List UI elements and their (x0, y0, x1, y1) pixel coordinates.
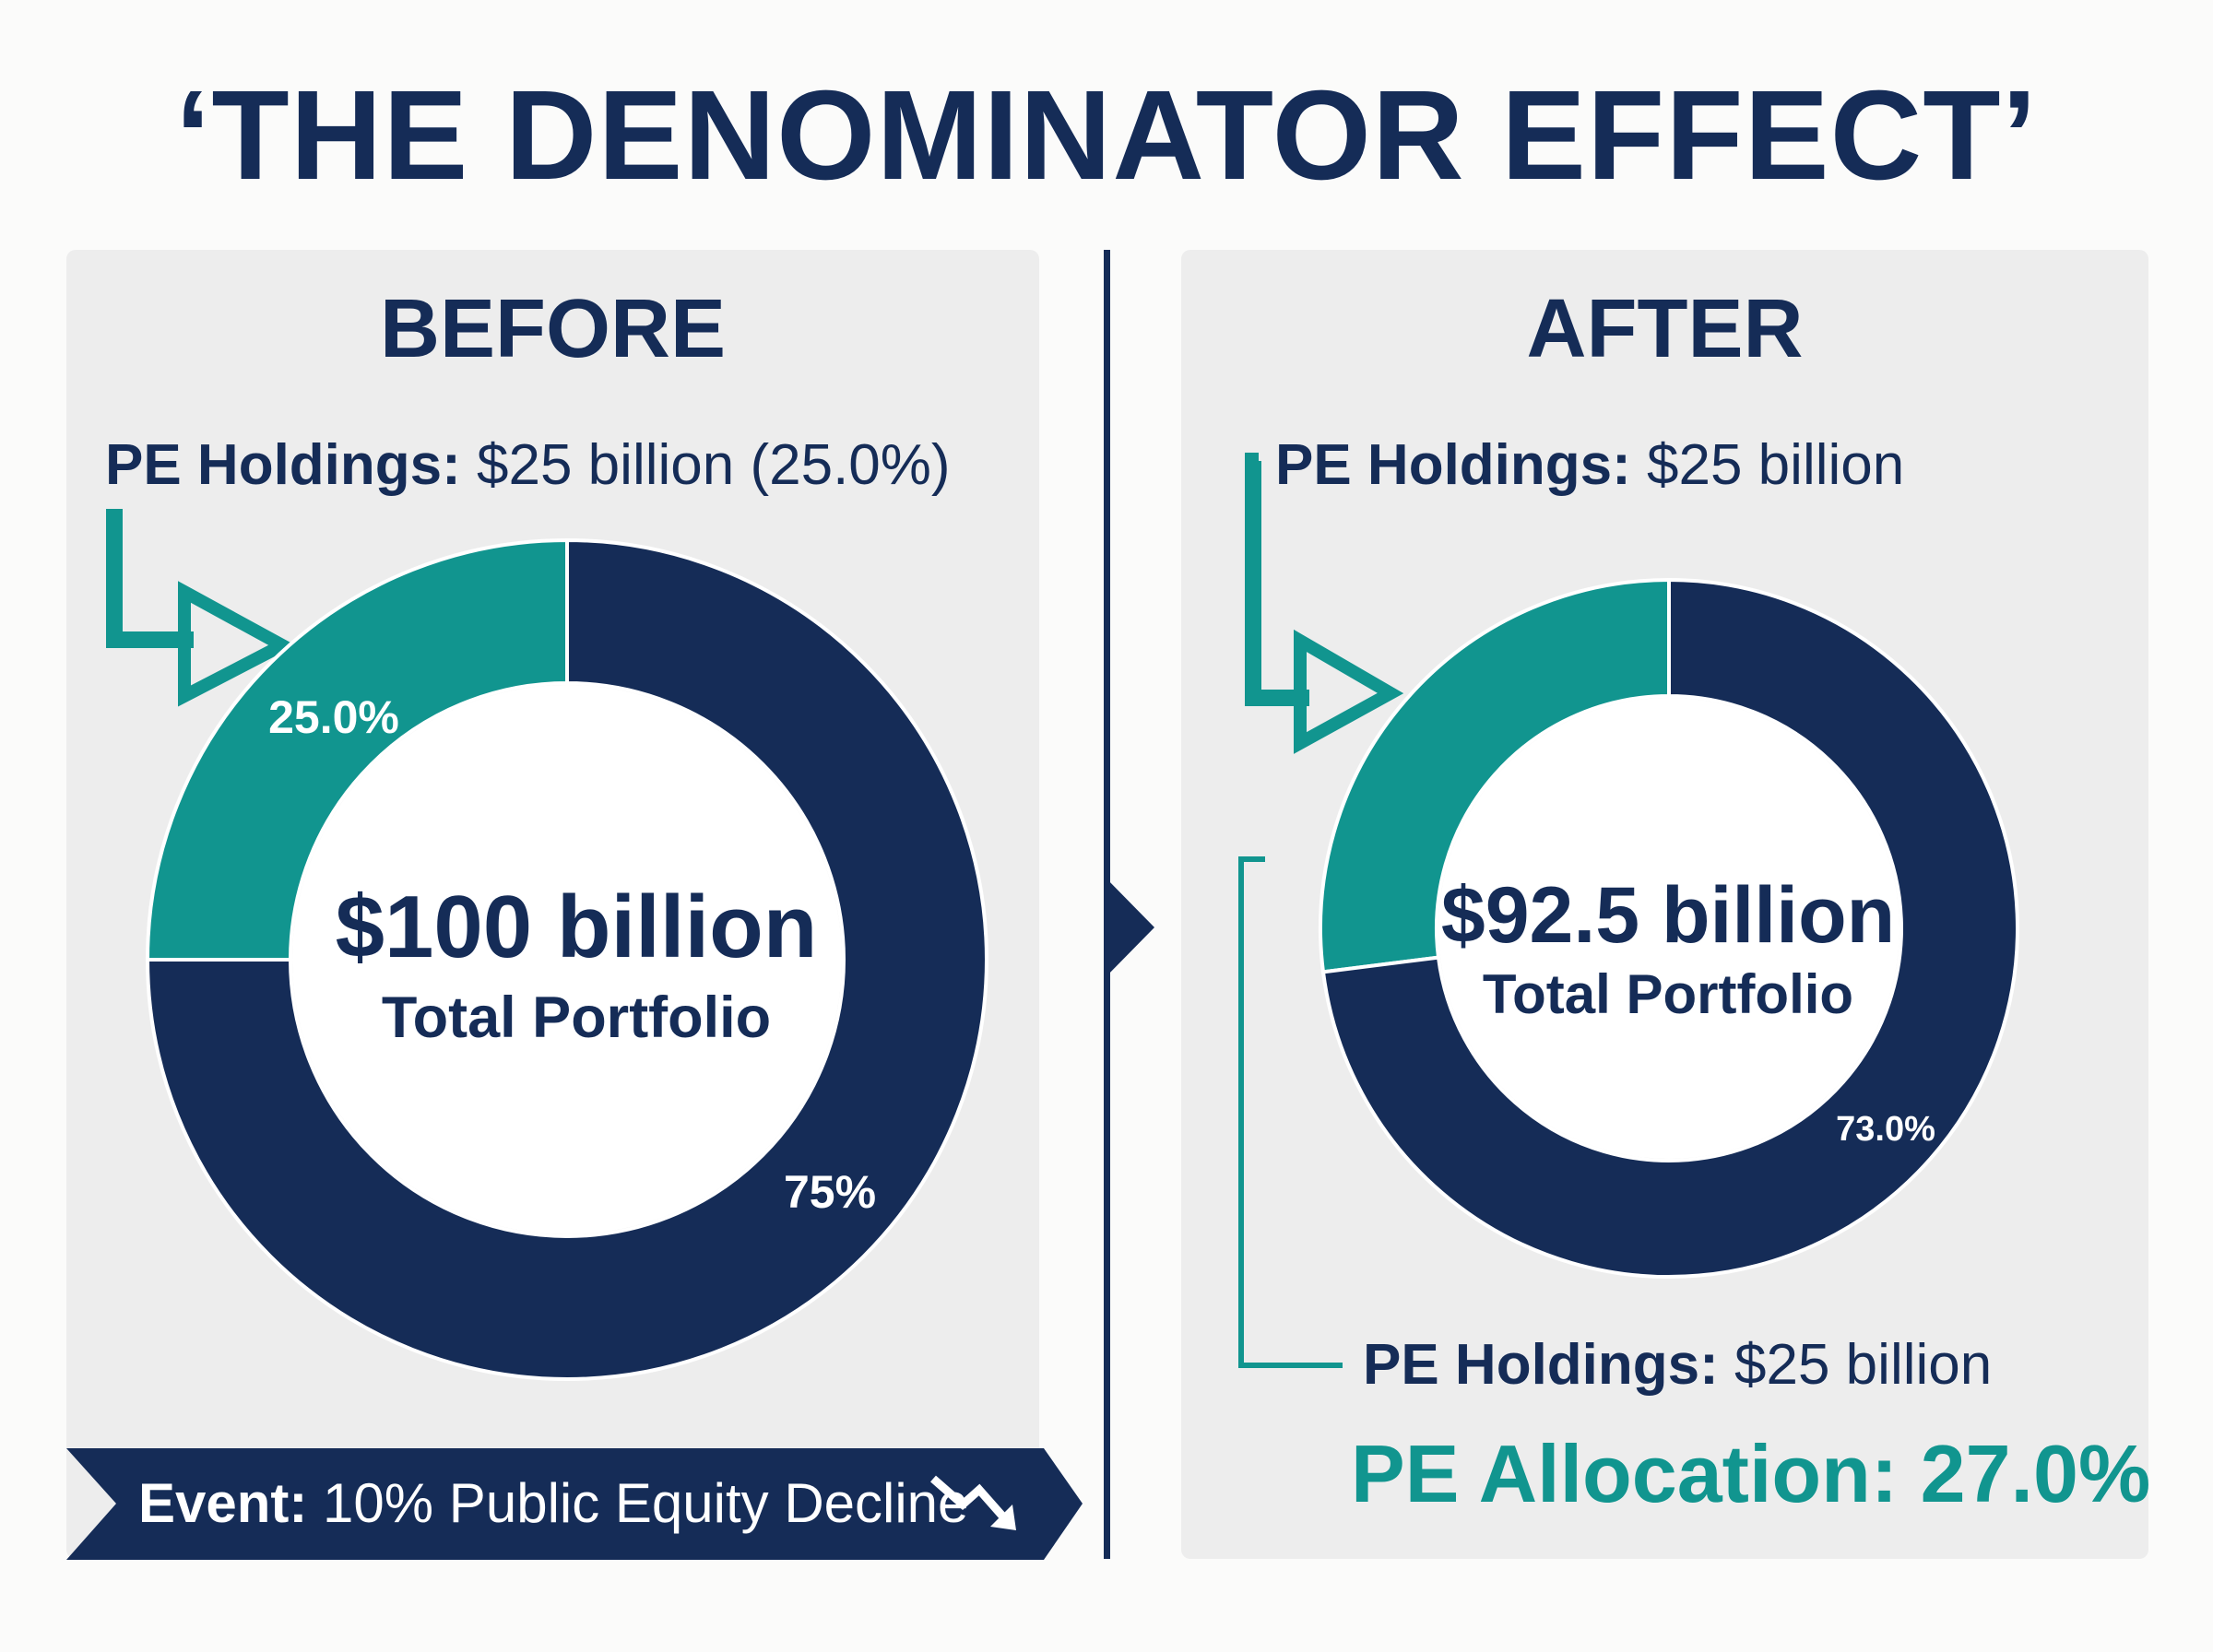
after-pe-label-bottom: PE Holdings: (1363, 1333, 1719, 1397)
before-slice-other (145, 537, 988, 1381)
after-donut-chart: 73.0% (1318, 577, 2019, 1279)
after-slice-pe-holdings (1318, 577, 1671, 974)
before-arrow-icon (178, 581, 296, 707)
after-slice-other (1320, 577, 2019, 1279)
before-data-label-1: 75% (784, 1166, 876, 1218)
before-data-label-0: 25.0% (268, 691, 399, 743)
pe-allocation-text: PE Allocation: 27.0% (1351, 1428, 2151, 1519)
after-total-value: $92.5 billion (1440, 871, 1896, 960)
before-donut-hole (292, 685, 842, 1234)
event-description: 10% Public Equity Decline (323, 1472, 969, 1534)
before-pe-label: PE Holdings: (105, 433, 461, 497)
after-pe-value-bottom: $25 billion (1734, 1333, 1993, 1397)
event-label: Event: (138, 1472, 308, 1534)
after-heading: AFTER (1526, 283, 1804, 375)
after-pe-caption-bottom: PE Holdings: $25 billion (1363, 1337, 1992, 1394)
after-pe-value: $25 billion (1647, 433, 1905, 497)
before-pe-caption: PE Holdings: $25 billion (25.0%) (105, 437, 951, 494)
event-text: Event: 10% Public Equity Decline (138, 1476, 968, 1531)
before-total-value: $100 billion (335, 878, 818, 976)
after-data-label-1: 73.0% (1836, 1110, 1935, 1149)
after-arrow-icon (1294, 629, 1404, 754)
before-donut-chart: 25.0% 75% (145, 537, 988, 1381)
page-title: ‘THE DENOMINATOR EFFECT’ (175, 65, 2038, 206)
trend-down-icon (930, 1475, 1016, 1530)
after-pe-caption: PE Holdings: $25 billion (1275, 437, 1904, 494)
before-pe-value: $25 billion (25.0%) (477, 433, 951, 497)
after-donut-hole (1438, 698, 1899, 1159)
before-heading: BEFORE (379, 283, 727, 375)
before-total-label: Total Portfolio (381, 985, 772, 1050)
after-pointer-line (1245, 453, 1309, 706)
after-bottom-bracket (1238, 856, 1343, 1368)
after-total-label: Total Portfolio (1482, 963, 1854, 1025)
before-pointer-line (106, 509, 194, 648)
event-banner (66, 1448, 1083, 1560)
before-slice-pe-holdings (145, 537, 569, 962)
divider-chevron-icon (1104, 876, 1154, 979)
after-pe-label: PE Holdings: (1275, 433, 1631, 497)
